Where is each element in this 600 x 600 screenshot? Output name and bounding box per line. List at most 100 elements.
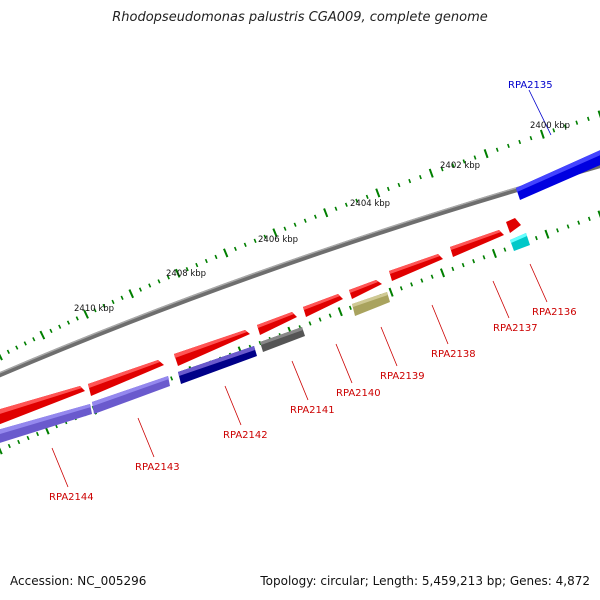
genome-summary-text: Topology: circular; Length: 5,459,213 bp…	[260, 574, 590, 588]
feature-rpa2142[interactable]	[174, 330, 250, 366]
minor-tick	[348, 305, 352, 310]
minor-tick	[462, 159, 466, 164]
major-tick	[375, 188, 381, 198]
outer-tick-track	[0, 110, 600, 361]
major-tick	[0, 353, 3, 361]
minor-tick	[440, 167, 444, 172]
major-tick	[388, 287, 394, 297]
minor-tick	[334, 206, 338, 211]
gene-label-rpa2136[interactable]: RPA2136	[532, 307, 577, 318]
genome-backbone	[0, 163, 600, 378]
gene-label-rpa2140[interactable]: RPA2140	[336, 388, 381, 399]
map-title: Rhodopseudomonas palustris CGA009, compl…	[112, 10, 488, 25]
kbp-label: 2400 kbp	[530, 121, 570, 131]
feature-rpa2135[interactable]	[516, 148, 600, 200]
major-tick	[0, 447, 3, 455]
minor-tick	[482, 255, 486, 260]
minor-tick	[420, 278, 424, 283]
major-tick	[39, 330, 46, 340]
minor-tick	[303, 218, 307, 223]
kbp-label: 2408 kbp	[166, 269, 206, 279]
reverse-features	[0, 233, 530, 443]
major-tick	[597, 210, 600, 218]
feature-rpa2137[interactable]	[450, 230, 504, 257]
minor-tick	[451, 163, 455, 168]
major-tick	[323, 208, 329, 218]
minor-tick	[243, 242, 247, 247]
minor-tick	[344, 202, 348, 207]
minor-tick	[15, 345, 19, 350]
minor-tick	[170, 376, 174, 381]
minor-tick	[318, 317, 322, 322]
minor-tick	[552, 128, 556, 133]
feature-rpa2139-reverse	[352, 292, 390, 316]
minor-tick	[575, 120, 579, 125]
feature-rpa2136[interactable]	[506, 218, 521, 233]
gene-label-rpa2139[interactable]: RPA2139	[380, 371, 425, 382]
minor-tick	[355, 198, 359, 203]
kbp-label: 2404 kbp	[350, 199, 390, 209]
gene-label-rpa2143[interactable]: RPA2143	[135, 462, 180, 473]
major-tick	[272, 228, 278, 238]
gene-label-rpa2141[interactable]: RPA2141	[290, 405, 335, 416]
leader-lines	[51, 89, 552, 488]
gene-labels: RPA2135 RPA2136 RPA2137 RPA2138 RPA2139 …	[49, 80, 577, 503]
minor-tick	[365, 194, 369, 200]
minor-tick	[120, 295, 124, 300]
minor-tick	[7, 443, 11, 449]
feature-rpa2136-reverse	[510, 233, 530, 251]
feature-rpa2140[interactable]	[303, 294, 343, 317]
minor-tick	[534, 235, 538, 241]
minor-tick	[138, 287, 142, 292]
minor-tick	[32, 337, 36, 342]
minor-tick	[472, 259, 476, 264]
major-tick	[83, 309, 89, 319]
gene-label-rpa2135[interactable]: RPA2135	[508, 80, 553, 91]
minor-tick	[185, 266, 189, 272]
major-tick	[539, 129, 545, 139]
major-tick	[223, 248, 229, 258]
minor-tick	[258, 340, 262, 346]
feature-rpa2141[interactable]	[257, 312, 297, 335]
kbp-label: 2402 kbp	[440, 161, 480, 171]
minor-tick	[214, 254, 218, 260]
minor-tick	[313, 214, 317, 219]
minor-tick	[587, 216, 591, 221]
minor-tick	[17, 439, 21, 445]
feature-rpa2143[interactable]	[88, 360, 164, 396]
minor-tick	[26, 435, 30, 441]
minor-tick	[419, 174, 422, 180]
minor-tick	[58, 324, 62, 329]
feature-rpa2144[interactable]	[0, 386, 85, 428]
minor-tick	[503, 247, 507, 252]
gene-label-rpa2144[interactable]: RPA2144	[49, 492, 94, 503]
minor-tick	[556, 228, 559, 233]
minor-tick	[75, 316, 79, 321]
minor-tick	[308, 321, 312, 326]
gene-label-rpa2138[interactable]: RPA2138	[431, 349, 476, 360]
minor-tick	[157, 279, 161, 284]
feature-rpa2144-reverse	[0, 404, 92, 443]
minor-tick	[529, 135, 533, 141]
kbp-label: 2406 kbp	[258, 235, 298, 245]
minor-tick	[586, 116, 590, 121]
forward-features	[0, 148, 600, 428]
major-tick	[337, 307, 343, 317]
minor-tick	[293, 222, 297, 227]
feature-rpa2138[interactable]	[389, 254, 443, 281]
major-tick	[544, 229, 550, 239]
gene-label-rpa2137[interactable]: RPA2137	[493, 323, 538, 334]
minor-tick	[451, 266, 455, 272]
major-tick	[483, 149, 489, 159]
gene-label-rpa2142[interactable]: RPA2142	[223, 430, 268, 441]
minor-tick	[23, 341, 27, 346]
minor-tick	[111, 299, 115, 305]
minor-tick	[473, 155, 477, 160]
major-tick	[597, 110, 600, 119]
minor-tick	[507, 143, 510, 149]
minor-tick	[93, 308, 97, 313]
major-tick	[491, 248, 497, 259]
feature-rpa2139[interactable]	[349, 280, 382, 299]
minor-tick	[397, 182, 401, 188]
